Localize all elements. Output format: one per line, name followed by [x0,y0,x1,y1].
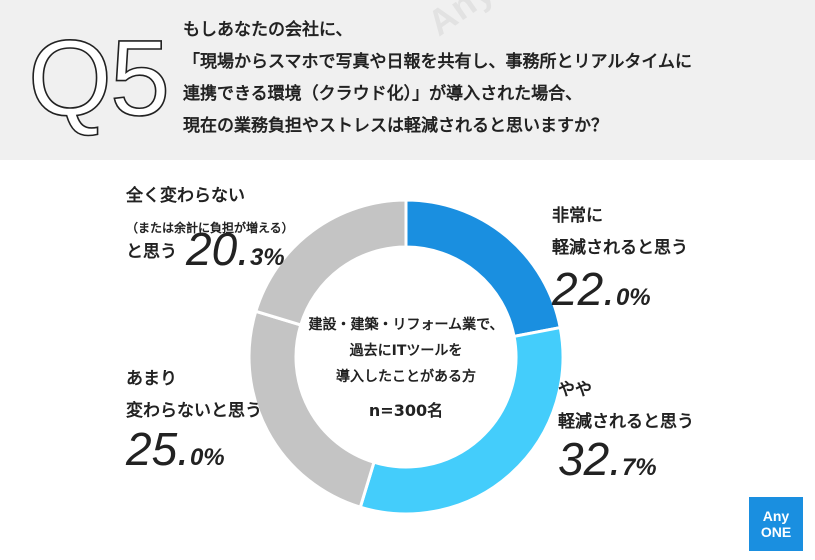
logo-text: Any [762,508,790,524]
question-line: 現在の業務負担やストレスは軽減されると思いますか？ [183,116,608,136]
slice-value-notmuch: 25.0% [126,423,225,475]
slice-label-somewhat: やや 軽減されると思う [558,374,694,438]
question-line: もしあなたの会社に、 [183,20,353,40]
label-line: 非常に [552,206,603,226]
label-line: あまり [126,369,177,389]
anyone-logo: Any ONE [749,497,803,551]
slice-label-notatall-end: と思う [126,242,177,262]
logo-text: ONE [760,524,792,540]
label-line: 軽減されると思う [558,412,694,432]
label-line: やや [558,380,592,400]
question-line: 「現場からスマホで写真や日報を共有し、事務所とリアルタイムに [183,52,692,72]
sample-description: 導入したことがある方 [336,369,476,385]
slice-value-somewhat: 32.7% [558,433,657,485]
sample-description: 建設・建築・リフォーム業で、 [308,317,504,333]
question-text: もしあなたの会社に、 「現場からスマホで写真や日報を共有し、事務所とリアルタイム… [183,14,803,142]
slice-label-very: 非常に 軽減されると思う [552,200,688,264]
label-subline: （または余計に負担が増える） [126,221,294,235]
slice-label-notmuch: あまり 変わらないと思う [126,363,262,427]
donut-slice-3 [253,198,408,327]
sample-size: n=300名 [368,401,444,420]
label-line: 軽減されると思う [552,238,688,258]
slice-label-notatall: 全く変わらない （または余計に負担が増える） [126,180,294,244]
slice-value-notatall: 20.3% [186,223,285,275]
donut-slice-1 [358,325,565,516]
sample-description: 過去にITツールを [349,343,463,359]
slice-value-very: 22.0% [552,263,651,315]
chart-center-note: 建設・建築・リフォーム業で、 過去にITツールを 導入したことがある方 n=30… [295,312,517,424]
question-number: Q5 [27,17,171,139]
question-line: 連携できる環境（クラウド化）」が導入された場合、 [183,84,583,104]
label-line: 変わらないと思う [126,401,262,421]
label-line: 全く変わらない [126,186,245,206]
